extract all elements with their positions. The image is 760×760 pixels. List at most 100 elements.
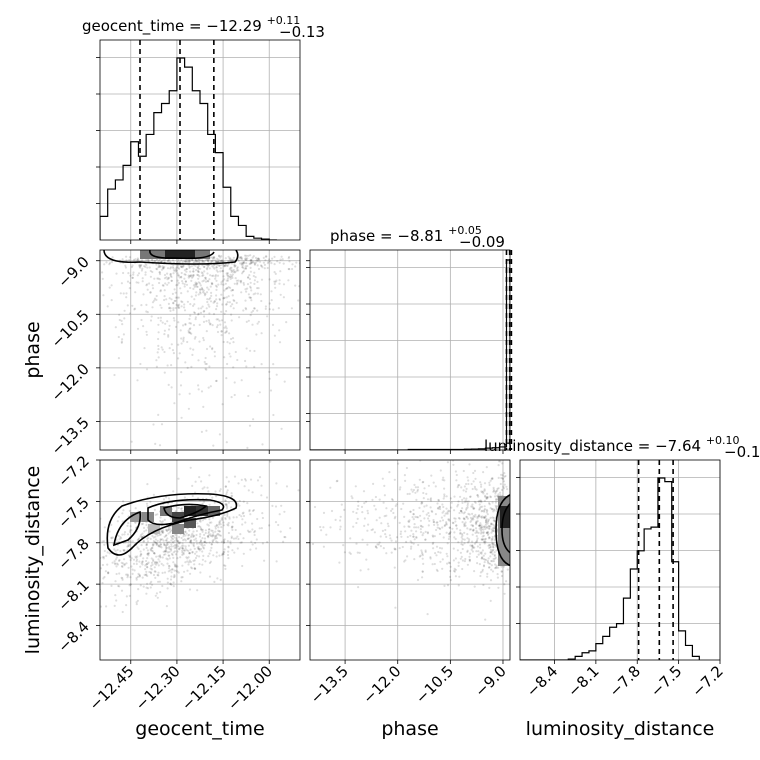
sample-point: [488, 543, 491, 547]
sample-point: [247, 319, 250, 322]
sample-point: [205, 307, 208, 310]
sample-point: [463, 560, 466, 563]
sample-point: [416, 490, 419, 493]
sample-point: [193, 285, 196, 288]
sample-point: [269, 460, 272, 463]
sample-point: [465, 516, 468, 519]
sample-point: [466, 502, 469, 505]
sample-point: [486, 495, 489, 499]
sample-point: [175, 546, 178, 549]
sample-point: [166, 587, 169, 590]
sample-point: [180, 271, 183, 275]
sample-point: [366, 529, 369, 532]
sample-point: [227, 260, 230, 263]
sample-point: [454, 517, 457, 520]
sample-point: [197, 359, 200, 362]
sample-point: [451, 521, 454, 524]
sample-point: [274, 272, 277, 275]
sample-point: [288, 260, 291, 263]
sample-point: [482, 526, 485, 529]
sample-point: [445, 521, 448, 524]
sample-point: [480, 490, 483, 493]
sample-point: [139, 553, 142, 556]
density-contours: [103, 250, 239, 265]
sample-point: [104, 570, 107, 573]
sample-point: [500, 574, 504, 578]
sample-point: [424, 549, 427, 552]
sample-point: [184, 260, 187, 263]
sample-point: [120, 341, 123, 344]
sample-point: [232, 256, 235, 259]
sample-point: [188, 537, 191, 540]
sample-point: [415, 530, 418, 533]
sample-point: [410, 545, 413, 548]
sample-point: [171, 349, 175, 352]
sample-point: [162, 553, 166, 556]
density-block: [172, 512, 184, 522]
sample-point: [231, 269, 234, 272]
sample-point: [266, 262, 270, 265]
sample-point: [177, 540, 180, 543]
sample-point: [230, 337, 233, 341]
sample-point: [181, 553, 184, 557]
sample-point: [187, 534, 190, 537]
sample-point: [219, 270, 222, 273]
sample-point: [399, 486, 402, 489]
sample-point: [180, 337, 183, 340]
y-tick-label: −8.1: [54, 576, 92, 614]
sample-point: [494, 504, 497, 507]
sample-point: [252, 418, 255, 421]
sample-point: [138, 265, 141, 268]
density-block: [148, 524, 160, 534]
sample-point: [501, 477, 504, 480]
sample-point: [394, 548, 397, 551]
sample-point: [402, 502, 405, 505]
sample-point: [339, 515, 342, 518]
sample-point: [206, 298, 209, 301]
sample-point: [204, 278, 207, 281]
sample-point: [454, 520, 457, 523]
sample-point: [468, 555, 471, 558]
sample-point: [167, 335, 170, 338]
sample-point: [199, 520, 202, 523]
sample-point: [270, 290, 273, 293]
sample-point: [160, 306, 163, 309]
sample-point: [162, 266, 165, 269]
sample-point: [158, 273, 162, 276]
sample-point: [141, 576, 144, 579]
sample-point: [213, 350, 216, 353]
sample-point: [128, 543, 131, 546]
sample-point: [495, 508, 498, 511]
sample-point: [485, 531, 488, 535]
sample-point: [249, 513, 252, 516]
sample-point: [492, 546, 495, 549]
sample-point: [489, 551, 493, 554]
sample-point: [209, 256, 212, 259]
sample-point: [251, 528, 254, 531]
sample-point: [473, 500, 476, 503]
sample-point: [142, 325, 145, 328]
sample-point: [443, 524, 446, 528]
sample-point: [149, 537, 152, 541]
sample-point: [466, 533, 469, 536]
sample-point: [474, 541, 478, 544]
sample-point: [225, 272, 228, 275]
sample-point: [162, 284, 165, 287]
sample-point: [461, 501, 464, 504]
sample-point: [234, 264, 237, 267]
sample-point: [491, 501, 494, 504]
sample-point: [378, 541, 381, 544]
sample-point: [137, 588, 140, 591]
title-phase: phase = −8.81 +0.05 −0.09: [330, 224, 505, 251]
sample-point: [211, 274, 214, 277]
sample-point: [476, 517, 479, 520]
sample-point: [211, 529, 214, 532]
sample-point: [217, 283, 220, 286]
sample-point: [433, 523, 436, 527]
sample-point: [480, 526, 483, 529]
sample-point: [172, 585, 175, 588]
sample-point: [154, 538, 157, 541]
sample-point: [233, 264, 236, 267]
sample-point: [159, 545, 162, 548]
sample-point: [141, 267, 144, 270]
